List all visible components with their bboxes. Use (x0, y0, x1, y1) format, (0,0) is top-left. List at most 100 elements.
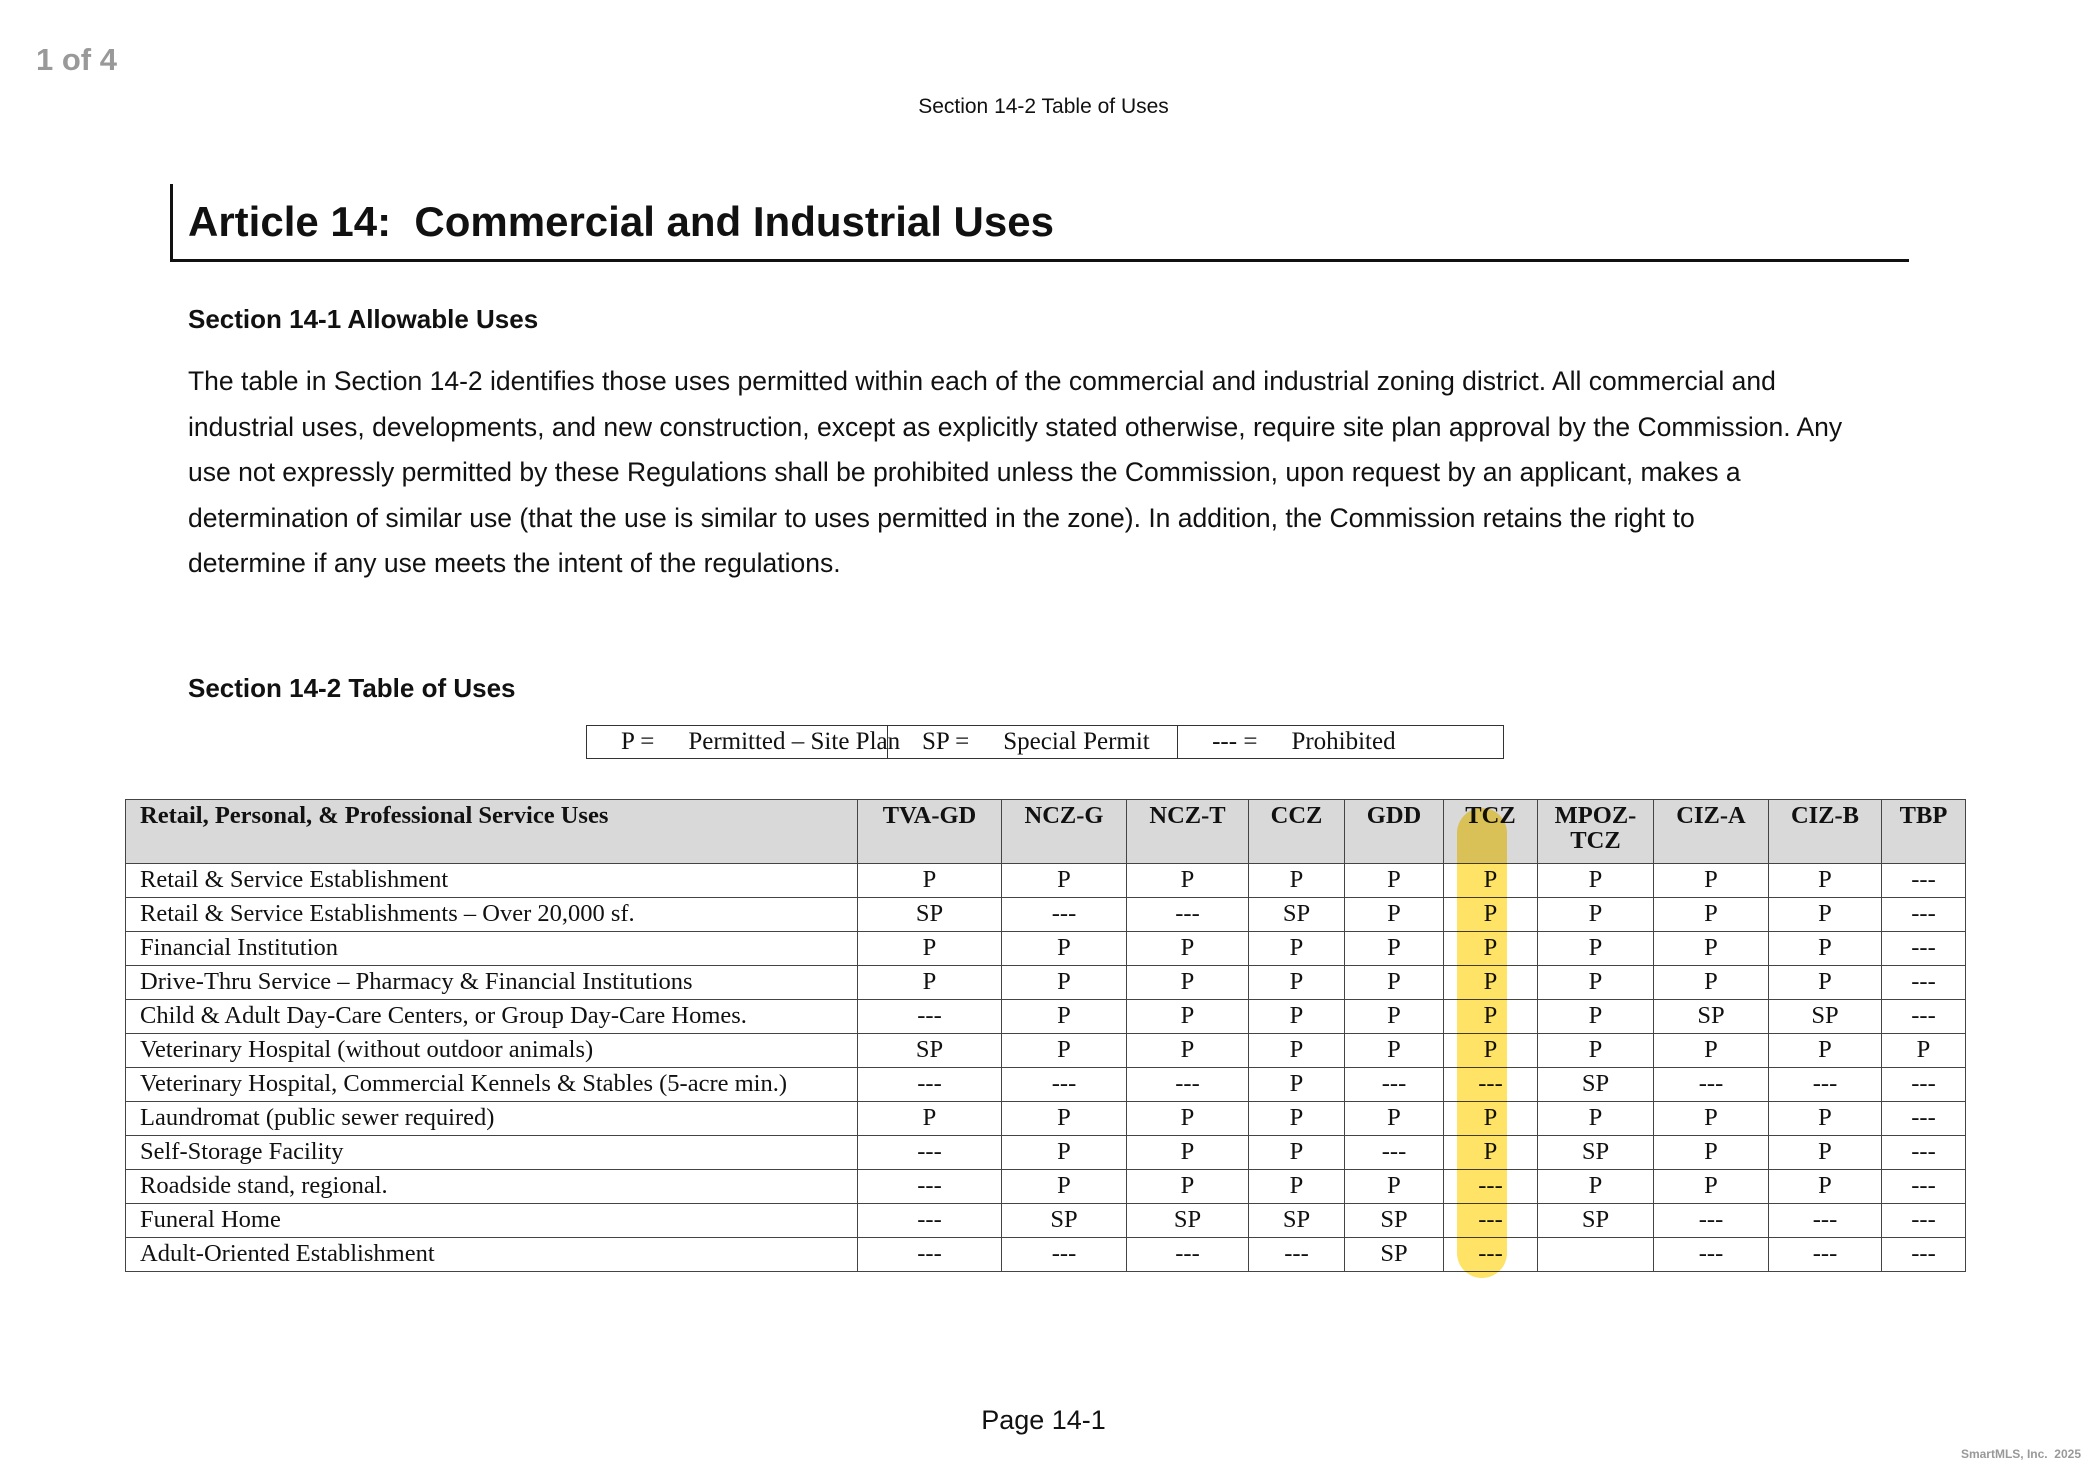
zone-cell: P (1126, 1135, 1249, 1170)
zone-cell: SP (1537, 1135, 1654, 1170)
zone-cell: P (1537, 999, 1654, 1034)
legend: P = Permitted – Site Plan SP = Special Perm… (586, 725, 1504, 759)
zone-cell: P (857, 863, 1002, 898)
zone-cell: P (1344, 965, 1444, 1000)
zone-cell: P (1653, 931, 1769, 966)
table-row: Laundromat (public sewer required) P P P P P P… (125, 1101, 1966, 1136)
zone-cell: P (1653, 863, 1769, 898)
zone-cell: P (1126, 1033, 1249, 1068)
page-footer: Page 14-1 (981, 1405, 1106, 1435)
section-heading: Section 14-2 Table of Uses (188, 673, 516, 703)
use-name: Child & Adult Day-Care Centers, or Group… (125, 999, 858, 1034)
header-cell: CIZ-B (1768, 799, 1882, 864)
article-title: Article 14: Commercial and Industrial Us… (188, 198, 1054, 245)
zone-cell: P (1653, 1135, 1769, 1170)
zone-cell: P (857, 965, 1002, 1000)
use-name: Adult-Oriented Establishment (125, 1237, 858, 1272)
use-name: Roadside stand, regional. (125, 1169, 858, 1204)
header-cell: MPOZ-TCZ (1537, 799, 1654, 864)
zone-cell: --- (857, 1169, 1002, 1204)
page-counter: 1 of 4 (36, 42, 117, 77)
zone-cell: P (1248, 999, 1345, 1034)
header-cell: CCZ (1248, 799, 1345, 864)
table-row: Roadside stand, regional.---PPPP---PPP--… (125, 1169, 1966, 1204)
table-row: Veterinary Hospital (without outdoor ani… (125, 1033, 1966, 1068)
header-cell: TVA-GD (857, 799, 1002, 864)
zone-cell: SP (1653, 999, 1769, 1034)
zone-cell: SP (1248, 1203, 1345, 1238)
zone-cell (1537, 1237, 1654, 1272)
zone-cell: P (857, 1101, 1002, 1136)
zone-cell: SP (1126, 1203, 1249, 1238)
zone-cell: SP (1248, 897, 1345, 932)
zone-cell: P (1126, 965, 1249, 1000)
zone-cell: --- (1881, 897, 1966, 932)
zone-cell: P (1344, 1033, 1444, 1068)
zone-cell: P (1768, 863, 1882, 898)
zone-cell: --- (1881, 999, 1966, 1034)
legend-key: SP = (922, 728, 970, 755)
zone-cell: SP (1344, 1237, 1444, 1272)
zone-cell: --- (1768, 1237, 1882, 1272)
zone-cell: --- (857, 999, 1002, 1034)
table-row: Veterinary Hospital, Commercial Kennels … (125, 1067, 1966, 1102)
zone-cell: --- (1881, 931, 1966, 966)
zone-cell: P (1537, 1033, 1654, 1068)
zone-cell: SP (1768, 999, 1882, 1034)
zone-cell: P (1248, 931, 1345, 966)
zone-cell: P (1001, 965, 1127, 1000)
zone-cell: P (1248, 1169, 1345, 1204)
zone-cell: P (1001, 931, 1127, 966)
zone-cell: P (1537, 1169, 1654, 1204)
table-row: Self-Storage Facility---PPP---PSPPP--- (125, 1135, 1966, 1170)
paragraph-line: industrial uses, developments, and new c… (188, 411, 1843, 442)
zone-cell: --- (1881, 863, 1966, 898)
zone-cell: --- (1001, 1067, 1127, 1102)
header-cell: NCZ-G (1001, 799, 1127, 864)
zone-cell: P (1881, 1033, 1966, 1068)
zone-cell: P (1768, 1101, 1882, 1136)
legend-text: Special Permit (1003, 728, 1150, 755)
zone-cell: P (1653, 965, 1769, 1000)
zone-cell: SP (1537, 1203, 1654, 1238)
table-row: Adult-Oriented Establishment --- --- --- ---… (125, 1237, 1966, 1272)
paragraph-line: determine if any use meets the intent of… (188, 548, 841, 579)
table-row: Retail & Service Establishments – Over 2… (125, 897, 1966, 932)
zone-cell: P (1653, 1169, 1769, 1204)
zone-cell: P (1248, 1033, 1345, 1068)
zone-cell: P (1344, 999, 1444, 1034)
zone-cell: P (1537, 897, 1654, 932)
highlight (1457, 808, 1507, 1278)
table-row: Drive-Thru Service – Pharmacy & Financia… (125, 965, 1966, 1000)
legend-item: P = Permitted – Site Plan (587, 726, 900, 758)
legend-text: Permitted – Site Plan (688, 728, 901, 755)
zone-cell: --- (857, 1237, 1002, 1272)
zone-cell: P (1344, 863, 1444, 898)
table-row: Retail & Service EstablishmentPPPPPPPPP-… (125, 863, 1966, 898)
header-cell: TBP (1881, 799, 1966, 864)
zone-cell: P (1126, 999, 1249, 1034)
zone-cell: P (1001, 863, 1127, 898)
zone-cell: --- (1881, 1067, 1966, 1102)
zone-cell: --- (1881, 1101, 1966, 1136)
zone-cell: --- (1881, 965, 1966, 1000)
zone-cell: P (1001, 1033, 1127, 1068)
legend-key: P = (621, 728, 655, 755)
zone-cell: SP (857, 897, 1002, 932)
zone-cell: --- (1126, 1237, 1249, 1272)
use-name: Veterinary Hospital, Commercial Kennels … (125, 1067, 858, 1102)
zone-cell: P (1001, 1169, 1127, 1204)
zone-cell: P (1001, 999, 1127, 1034)
zone-cell: P (1768, 1169, 1882, 1204)
header-cell: GDD (1344, 799, 1444, 864)
zone-cell: P (1126, 1101, 1249, 1136)
zone-cell: --- (1881, 1237, 1966, 1272)
zone-cell: P (1248, 1101, 1345, 1136)
zone-cell: P (857, 931, 1002, 966)
paragraph-line: determination of similar use (that the u… (188, 502, 1695, 533)
zone-cell: P (1653, 1101, 1769, 1136)
zone-cell: P (1768, 1135, 1882, 1170)
zone-cell: --- (1248, 1237, 1345, 1272)
zone-cell: SP (857, 1033, 1002, 1068)
zone-cell: P (1248, 1135, 1345, 1170)
